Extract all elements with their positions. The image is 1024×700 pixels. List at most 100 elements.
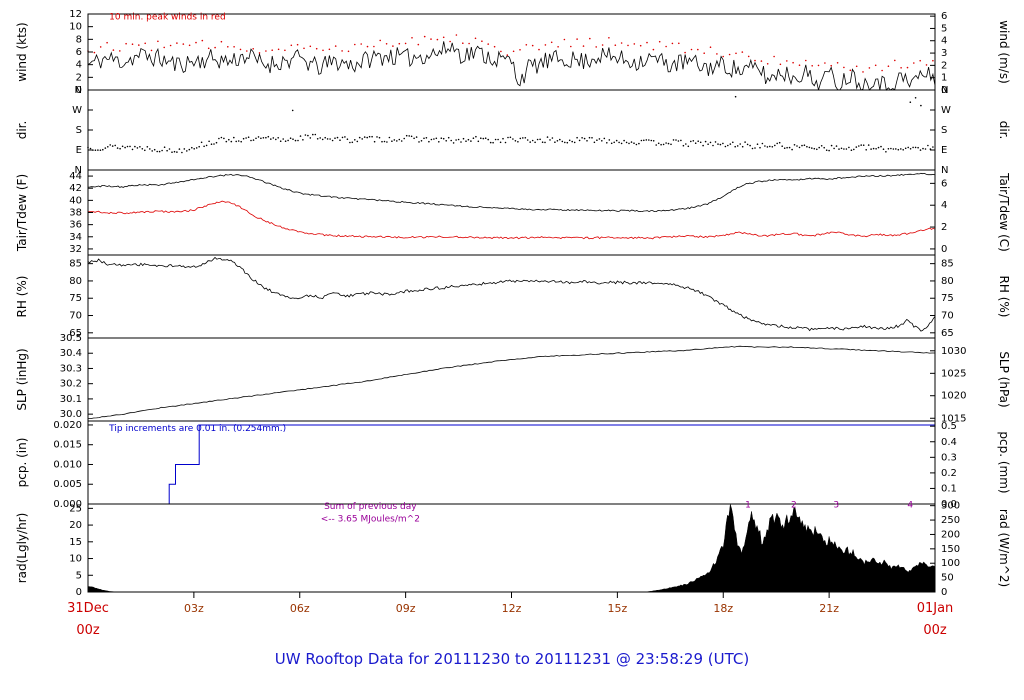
chart-title: UW Rooftop Data for 20111230 to 20111231…: [274, 650, 750, 668]
ytick-left-label: 25: [69, 503, 82, 514]
annotation: 2: [791, 500, 797, 510]
ytick-right-label: 0.4: [941, 437, 957, 448]
ytick-left-label: 30.0: [60, 409, 82, 420]
annotation: 1: [745, 500, 751, 510]
ytick-left-label: 44: [69, 171, 82, 182]
ytick-right-label: 6: [941, 178, 947, 189]
ytick-left-label: S: [76, 125, 82, 136]
ytick-right-label: 200: [941, 529, 960, 540]
ytick-right-label: 5: [941, 23, 947, 34]
ytick-right-label: 0.1: [941, 483, 957, 494]
ytick-left-label: 30.5: [60, 333, 82, 344]
panel-frame-wind: [87, 13, 936, 91]
ytick-right-label: 1030: [941, 346, 966, 357]
ytick-left-label: 32: [69, 244, 82, 255]
series-sea-level-pressure: [88, 345, 935, 419]
axis-label-left-tair-tdew: Tair/Tdew (F): [15, 174, 29, 252]
ytick-left-label: 0: [76, 587, 82, 598]
ytick-left-label: 34: [69, 232, 82, 243]
ytick-right-label: 75: [941, 293, 954, 304]
panel-frame-rh: [87, 254, 936, 339]
x-end-label: 00z: [923, 623, 947, 638]
series-direction-outliers: [291, 95, 922, 112]
ytick-left-label: 42: [69, 183, 82, 194]
axis-label-right-rad: rad (W/m^2): [997, 509, 1011, 587]
ytick-left-label: W: [72, 105, 82, 116]
ytick-right-label: E: [941, 145, 947, 156]
ytick-right-label: 250: [941, 515, 960, 526]
x-end-label: 01Jan: [917, 601, 954, 616]
ytick-left-label: 4: [76, 60, 82, 71]
ytick-right-label: 50: [941, 573, 954, 584]
ytick-right-label: 300: [941, 501, 960, 512]
ytick-right-label: 1: [941, 73, 947, 84]
series-peak-winds: [87, 34, 934, 73]
ytick-right-label: 6: [941, 11, 947, 22]
ytick-left-label: 10: [69, 554, 82, 565]
xtick-label: 12z: [502, 602, 522, 615]
ytick-left-label: 30.3: [60, 363, 82, 374]
ytick-right-label: 0: [941, 587, 947, 598]
ytick-right-label: 1015: [941, 413, 966, 424]
axis-label-right-pcp: pcp. (mm): [997, 431, 1011, 493]
ytick-left-label: 80: [69, 276, 82, 287]
ytick-right-label: 1020: [941, 391, 966, 402]
ytick-left-label: 10: [69, 22, 82, 33]
panel-frame-slp: [87, 337, 936, 422]
ytick-right-label: 0.5: [941, 421, 957, 432]
axis-label-right-wind: wind (m/s): [997, 20, 1011, 84]
ytick-right-label: 85: [941, 259, 954, 270]
ytick-right-label: 1025: [941, 368, 966, 379]
ytick-left-label: 30.1: [60, 394, 82, 405]
ytick-right-label: W: [941, 105, 951, 116]
ytick-right-label: 0: [941, 244, 947, 255]
ytick-right-label: 2: [941, 60, 947, 71]
ytick-left-label: 65: [69, 328, 82, 339]
ytick-left-label: 15: [69, 537, 82, 548]
panel-slp: 30.0 30.1 30.2 30.3 30.4 30.5 1015 1020 1025 1030…: [15, 333, 1011, 424]
axis-label-left-slp: SLP (inHg): [15, 348, 29, 410]
axis-label-left-pcp: pcp. (in): [15, 438, 29, 488]
ytick-left-label: 0.020: [53, 420, 82, 431]
ytick-left-label: 30.4: [60, 348, 82, 359]
ytick-left-label: 70: [69, 311, 82, 322]
ytick-left-label: 30.2: [60, 379, 82, 390]
ytick-left-label: 85: [69, 259, 82, 270]
ytick-right-label: 70: [941, 311, 954, 322]
series-precipitation-accumulation: [88, 424, 935, 505]
panel-frame-dir: [87, 89, 936, 171]
ytick-left-label: 36: [69, 220, 82, 231]
ytick-right-label: 4: [941, 200, 947, 211]
series-air-temperature: [87, 172, 936, 213]
axis-label-left-dir: dir.: [15, 121, 29, 140]
ytick-left-label: 38: [69, 208, 82, 219]
ytick-right-label: N: [941, 85, 948, 96]
ytick-left-label: N: [75, 165, 82, 176]
ytick-right-label: 100: [941, 558, 960, 569]
ytick-right-label: 4: [941, 36, 947, 47]
axis-label-left-rad: rad(Lgly/hr): [15, 513, 29, 584]
series-wind-direction: [87, 133, 934, 154]
xtick-label: 09z: [396, 602, 416, 615]
annotation: 3: [833, 500, 839, 510]
xtick-label: 21z: [819, 602, 839, 615]
ytick-left-label: 8: [76, 34, 82, 45]
ytick-left-label: 40: [69, 195, 82, 206]
ytick-right-label: 3: [941, 48, 947, 59]
ytick-left-label: 12: [69, 9, 82, 20]
axis-label-right-slp: SLP (hPa): [997, 351, 1011, 407]
ytick-left-label: N: [75, 85, 82, 96]
ytick-right-label: 150: [941, 544, 960, 555]
panel-rh: 65 70 75 80 85 65 70 75 80 85 RH (%) RH (%): [15, 254, 1011, 339]
axis-label-left-wind: wind (kts): [15, 22, 29, 81]
ytick-right-label: 0.2: [941, 468, 957, 479]
axis-label-right-tair-tdew: Tair/Tdew (C): [997, 172, 1011, 252]
ytick-right-label: 65: [941, 328, 954, 339]
panel-rad: 0510152025050100150200250300rad(Lgly/hr)…: [15, 500, 1011, 598]
axis-label-left-rh: RH (%): [15, 276, 29, 318]
annotation: 4: [907, 500, 913, 510]
